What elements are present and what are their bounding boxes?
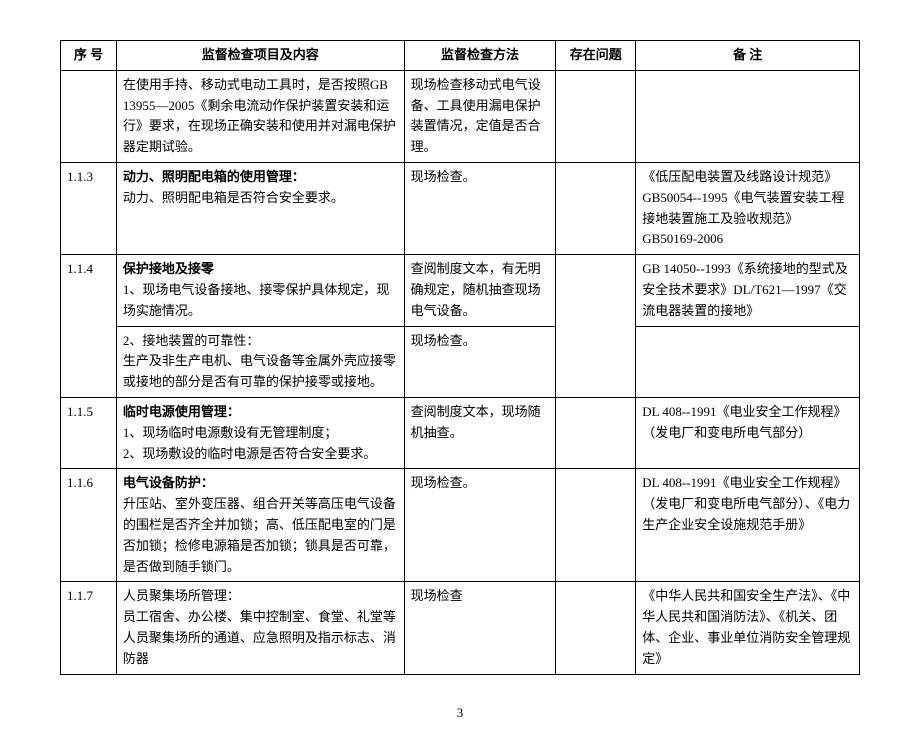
cell-issue xyxy=(556,162,636,254)
cell-content-title: 保护接地及接零 xyxy=(123,261,214,276)
cell-content: 临时电源使用管理： 1、现场临时电源敷设有无管理制度； 2、现场敷设的临时电源是… xyxy=(116,397,404,468)
inspection-table: 序 号 监督检查项目及内容 监督检查方法 存在问题 备 注 在使用手持、移动式电… xyxy=(60,40,860,675)
cell-issue xyxy=(556,469,636,582)
cell-method: 现场检查 xyxy=(404,582,556,674)
cell-note xyxy=(636,326,860,397)
table-row: 在使用手持、移动式电动工具时，是否按照GB 13955—2005《剩余电流动作保… xyxy=(61,70,860,162)
cell-note: DL 408--1991《电业安全工作规程》（发电厂和变电所电气部分） xyxy=(636,397,860,468)
cell-seq: 1.1.5 xyxy=(61,397,117,468)
cell-content: 电气设备防护： 升压站、室外变压器、组合开关等高压电气设备的围栏是否齐全并加锁；… xyxy=(116,469,404,582)
cell-seq xyxy=(61,70,117,162)
cell-method: 现场检查。 xyxy=(404,326,556,397)
table-row: 1.1.6 电气设备防护： 升压站、室外变压器、组合开关等高压电气设备的围栏是否… xyxy=(61,469,860,582)
cell-note xyxy=(636,70,860,162)
table-row: 2、接地装置的可靠性： 生产及非生产电机、电气设备等金属外壳应接零或接地的部分是… xyxy=(61,326,860,397)
cell-note: 《低压配电装置及线路设计规范》GB50054--1995《电气装置安装工程接地装… xyxy=(636,162,860,254)
cell-method: 现场检查。 xyxy=(404,162,556,254)
cell-content: 动力、照明配电箱的使用管理： 动力、照明配电箱是否符合安全要求。 xyxy=(116,162,404,254)
cell-issue xyxy=(556,326,636,397)
table-row: 1.1.5 临时电源使用管理： 1、现场临时电源敷设有无管理制度； 2、现场敷设… xyxy=(61,397,860,468)
cell-method: 现场检查。 xyxy=(404,469,556,582)
cell-method: 查阅制度文本，现场随机抽查。 xyxy=(404,397,556,468)
table-row: 1.1.4 保护接地及接零 1、现场电气设备接地、接零保护具体规定，现场实施情况… xyxy=(61,255,860,326)
cell-content-body: 升压站、室外变压器、组合开关等高压电气设备的围栏是否齐全并加锁；高、低压配电室的… xyxy=(123,496,396,573)
cell-content-body: 动力、照明配电箱是否符合安全要求。 xyxy=(123,190,344,205)
cell-note: GB 14050--1993《系统接地的型式及安全技术要求》DL/T621—19… xyxy=(636,255,860,326)
cell-issue xyxy=(556,255,636,326)
header-seq: 序 号 xyxy=(61,41,117,71)
cell-seq: 1.1.3 xyxy=(61,162,117,254)
cell-content: 2、接地装置的可靠性： 生产及非生产电机、电气设备等金属外壳应接零或接地的部分是… xyxy=(116,326,404,397)
header-content: 监督检查项目及内容 xyxy=(116,41,404,71)
cell-note: DL 408--1991《电业安全工作规程》（发电厂和变电所电气部分）、《电力生… xyxy=(636,469,860,582)
cell-content-body: 1、现场电气设备接地、接零保护具体规定，现场实施情况。 xyxy=(123,282,390,318)
table-row: 1.1.7 人员聚集场所管理： 员工宿舍、办公楼、集中控制室、食堂、礼堂等人员聚… xyxy=(61,582,860,674)
page-number: 3 xyxy=(60,705,860,721)
header-note: 备 注 xyxy=(636,41,860,71)
table-row: 1.1.3 动力、照明配电箱的使用管理： 动力、照明配电箱是否符合安全要求。 现… xyxy=(61,162,860,254)
cell-seq xyxy=(61,326,117,397)
cell-seq: 1.1.7 xyxy=(61,582,117,674)
cell-content-title: 电气设备防护： xyxy=(123,475,214,490)
cell-seq: 1.1.6 xyxy=(61,469,117,582)
header-issue: 存在问题 xyxy=(556,41,636,71)
cell-issue xyxy=(556,397,636,468)
cell-issue xyxy=(556,582,636,674)
cell-issue xyxy=(556,70,636,162)
header-method: 监督检查方法 xyxy=(404,41,556,71)
cell-content: 人员聚集场所管理： 员工宿舍、办公楼、集中控制室、食堂、礼堂等人员聚集场所的通道… xyxy=(116,582,404,674)
cell-content-title: 临时电源使用管理： xyxy=(123,404,240,419)
cell-content-title: 动力、照明配电箱的使用管理： xyxy=(123,169,305,184)
cell-content: 保护接地及接零 1、现场电气设备接地、接零保护具体规定，现场实施情况。 xyxy=(116,255,404,326)
cell-content: 在使用手持、移动式电动工具时，是否按照GB 13955—2005《剩余电流动作保… xyxy=(116,70,404,162)
cell-method: 查阅制度文本，有无明确规定，随机抽查现场电气设备。 xyxy=(404,255,556,326)
table-header-row: 序 号 监督检查项目及内容 监督检查方法 存在问题 备 注 xyxy=(61,41,860,71)
cell-method: 现场检查移动式电气设备、工具使用漏电保护装置情况，定值是否合理。 xyxy=(404,70,556,162)
cell-content-body: 1、现场临时电源敷设有无管理制度； 2、现场敷设的临时电源是否符合安全要求。 xyxy=(123,425,377,461)
cell-seq: 1.1.4 xyxy=(61,255,117,326)
cell-note: 《中华人民共和国安全生产法》、《中华人民共和国消防法》、《机关、团体、企业、事业… xyxy=(636,582,860,674)
